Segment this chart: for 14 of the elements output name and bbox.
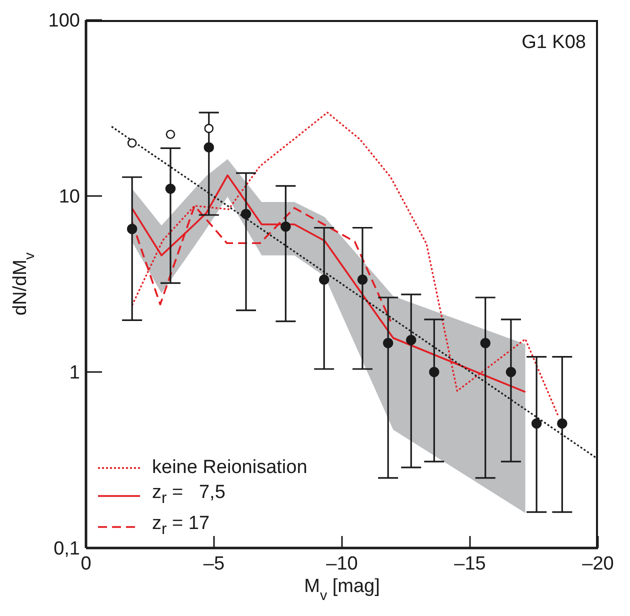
x-axis-title: M$_{v}$ [mag] (304, 576, 380, 604)
annotation: G1 K08 (522, 32, 586, 53)
y-tick-label: 0,1 (54, 538, 80, 560)
y-tick-label: 100 (48, 10, 80, 32)
x-tick-label: –10 (326, 553, 358, 574)
x-tick-label: 0 (80, 553, 92, 574)
x-tick-label: –20 (582, 553, 614, 574)
x-tick-label: –5 (203, 553, 225, 574)
legend-label: z$_{r}$ = 17 (152, 512, 210, 540)
y-tick-label: 1 (69, 362, 80, 384)
y-tick-label: 10 (58, 186, 80, 208)
legend-label: z$_{r}$ = 7,5 (152, 481, 226, 510)
x-tick-label: –15 (454, 553, 486, 574)
legend-label: keine Reionisation (152, 456, 308, 480)
